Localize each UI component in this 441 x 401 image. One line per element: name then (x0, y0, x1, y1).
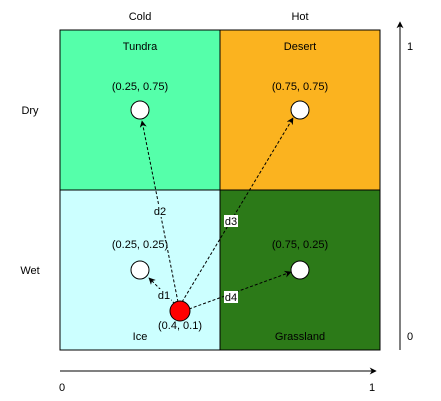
distance-label-d2-bg (153, 205, 167, 217)
centroid-label-tundra: (0.25, 0.75) (112, 81, 168, 93)
distance-label-d1: d1 (158, 290, 170, 302)
query-point-label: (0.4, 0.1) (158, 320, 202, 332)
distance-label-d4: d4 (225, 292, 237, 304)
arrow-d3 (181, 117, 294, 303)
row-label-dry: Dry (21, 105, 39, 117)
distance-label-d4-bg (224, 291, 238, 303)
column-label-hot: Hot (291, 11, 308, 23)
distance-label-d1-bg (157, 289, 171, 301)
cell-name-tundra: Tundra (123, 41, 158, 53)
distance-label-d3: d3 (225, 216, 237, 228)
centroid-grassland (290, 260, 310, 280)
centroid-label-desert: (0.75, 0.75) (272, 81, 328, 93)
centroid-ice (130, 260, 150, 280)
x-axis-max-label: 1 (369, 382, 375, 394)
distance-label-d3-bg (224, 215, 238, 227)
y-axis-max-label: 1 (407, 41, 413, 53)
row-label-wet: Wet (20, 265, 39, 277)
cell-name-ice: Ice (133, 331, 148, 343)
query-point (169, 300, 191, 322)
column-label-cold: Cold (129, 11, 152, 23)
arrow-d4 (188, 270, 292, 310)
x-axis-min-label: 0 (59, 382, 65, 394)
distance-label-d2: d2 (154, 206, 166, 218)
centroid-label-grassland: (0.75, 0.25) (272, 239, 328, 251)
centroid-label-ice: (0.25, 0.25) (112, 239, 168, 251)
cell-name-grassland: Grassland (275, 331, 325, 343)
y-axis-min-label: 0 (407, 331, 413, 343)
cell-name-desert: Desert (284, 41, 316, 53)
centroid-desert (290, 100, 310, 120)
centroid-tundra (130, 100, 150, 120)
